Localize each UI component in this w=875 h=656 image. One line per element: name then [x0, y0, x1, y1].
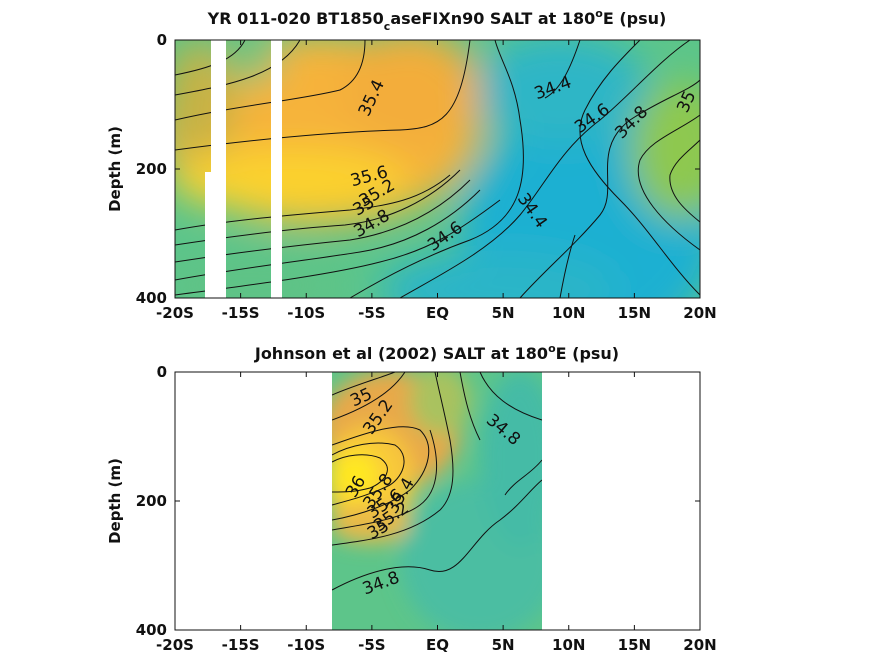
x-tick-label: 15N [618, 636, 651, 654]
x-tick-label: 10N [552, 636, 585, 654]
panel-top-y-axis: 0 200 400 [136, 31, 700, 307]
y-tick-label: 200 [136, 160, 167, 178]
x-tick-label: -20S [156, 304, 194, 322]
x-tick-label: 5N [492, 304, 515, 322]
panel-top-x-axis: -20S -15S -10S -5S EQ 5N 10N 15N 20N [156, 40, 717, 322]
x-tick-label: 5N [492, 636, 515, 654]
panel-bottom-heatmap [332, 372, 542, 630]
x-tick-label: 20N [683, 304, 716, 322]
x-tick-label: -5S [358, 636, 385, 654]
panel-bottom-title: Johnson et al (2002) SALT at 180oE (psu) [254, 342, 619, 363]
panel-top-title: YR 011-020 BT1850caseFIXn90 SALT at 180o… [207, 7, 667, 33]
panel-bottom-y-axis: 0 200 400 [136, 363, 700, 639]
panel-bottom-y-label: Depth (m) [106, 458, 124, 544]
x-tick-label: -5S [358, 304, 385, 322]
x-tick-label: -10S [287, 636, 325, 654]
x-tick-label: EQ [426, 636, 449, 654]
panel-top-heatmap [175, 40, 700, 298]
x-tick-label: EQ [426, 304, 449, 322]
panel-top-contours [175, 40, 700, 298]
x-tick-label: 10N [552, 304, 585, 322]
panel-bottom-contours [332, 372, 542, 591]
x-tick-label: -20S [156, 636, 194, 654]
y-tick-label: 400 [136, 621, 167, 639]
panel-top-y-label: Depth (m) [106, 126, 124, 212]
y-tick-label: 200 [136, 492, 167, 510]
y-tick-label: 0 [157, 31, 167, 49]
x-tick-label: 20N [683, 636, 716, 654]
x-tick-label: -10S [287, 304, 325, 322]
x-tick-label: 15N [618, 304, 651, 322]
x-tick-label: -15S [222, 636, 260, 654]
panel-bottom: Johnson et al (2002) SALT at 180oE (psu) [106, 342, 717, 654]
y-tick-label: 400 [136, 289, 167, 307]
x-tick-label: -15S [222, 304, 260, 322]
y-tick-label: 0 [157, 363, 167, 381]
panel-bottom-x-axis: -20S -15S -10S -5S EQ 5N 10N 15N 20N [156, 372, 717, 654]
panel-top: YR 011-020 BT1850caseFIXn90 SALT at 180o… [106, 7, 717, 322]
